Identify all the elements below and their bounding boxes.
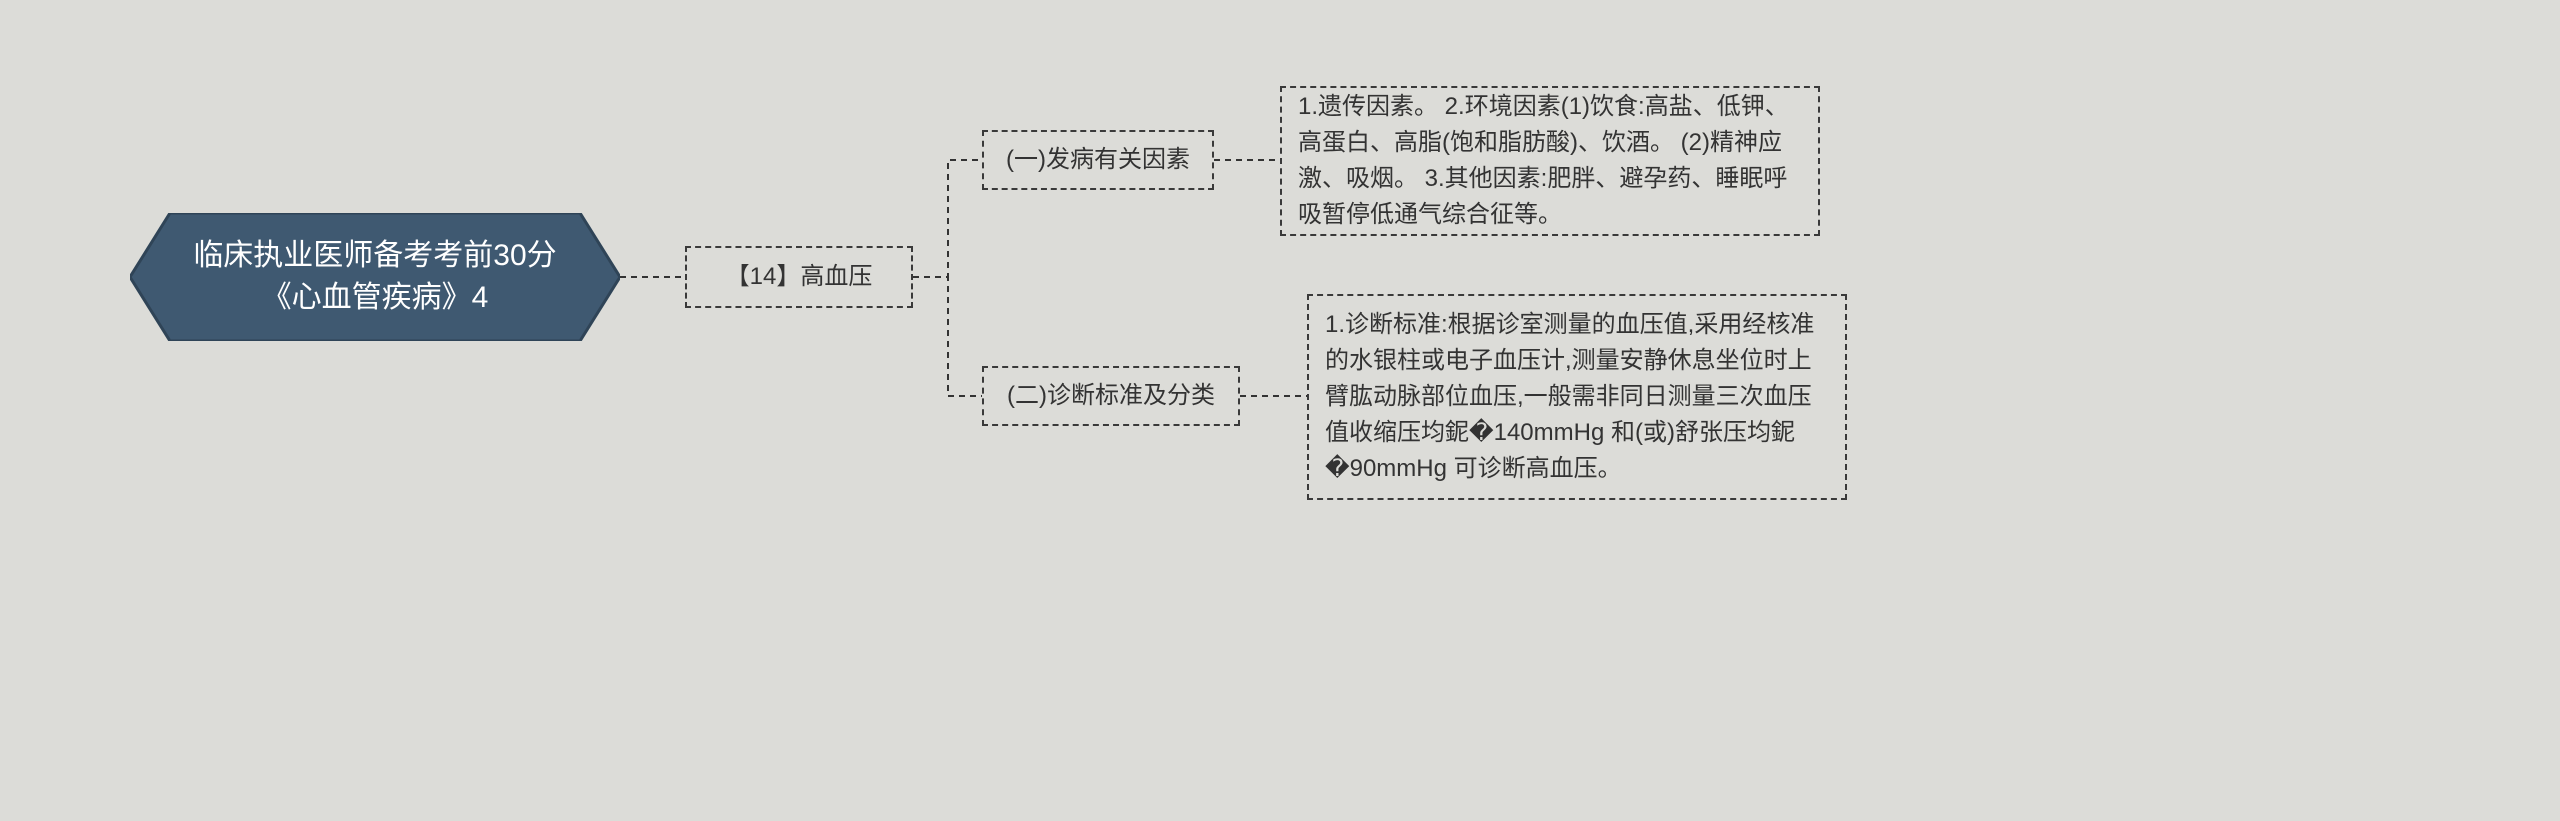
node-branch-2-leaf: 1.诊断标准:根据诊室测量的血压值,采用经核准的水银柱或电子血压计,测量安静休息… (1307, 294, 1847, 500)
root-title: 临床执业医师备考考前30分《心血管疾病》4 (130, 213, 620, 341)
node-topic-label: 【14】高血压 (703, 259, 895, 295)
node-branch-2-leaf-label: 1.诊断标准:根据诊室测量的血压值,采用经核准的水银柱或电子血压计,测量安静休息… (1325, 307, 1829, 487)
mindmap-canvas: 临床执业医师备考考前30分《心血管疾病》4 【14】高血压 (一)发病有关因素 … (0, 0, 2560, 821)
node-branch-1-title: (一)发病有关因素 (982, 130, 1214, 190)
root-shape: 临床执业医师备考考前30分《心血管疾病》4 (130, 213, 620, 341)
node-branch-1-leaf-label: 1.遗传因素。 2.环境因素(1)饮食:高盐、低钾、高蛋白、高脂(饱和脂肪酸)、… (1298, 89, 1802, 233)
node-branch-1-leaf: 1.遗传因素。 2.环境因素(1)饮食:高盐、低钾、高蛋白、高脂(饱和脂肪酸)、… (1280, 86, 1820, 236)
node-branch-1-title-label: (一)发病有关因素 (1000, 142, 1196, 178)
node-branch-2-title-label: (二)诊断标准及分类 (1000, 378, 1222, 414)
node-topic: 【14】高血压 (685, 246, 913, 308)
node-branch-2-title: (二)诊断标准及分类 (982, 366, 1240, 426)
root-node: 临床执业医师备考考前30分《心血管疾病》4 (130, 213, 620, 341)
